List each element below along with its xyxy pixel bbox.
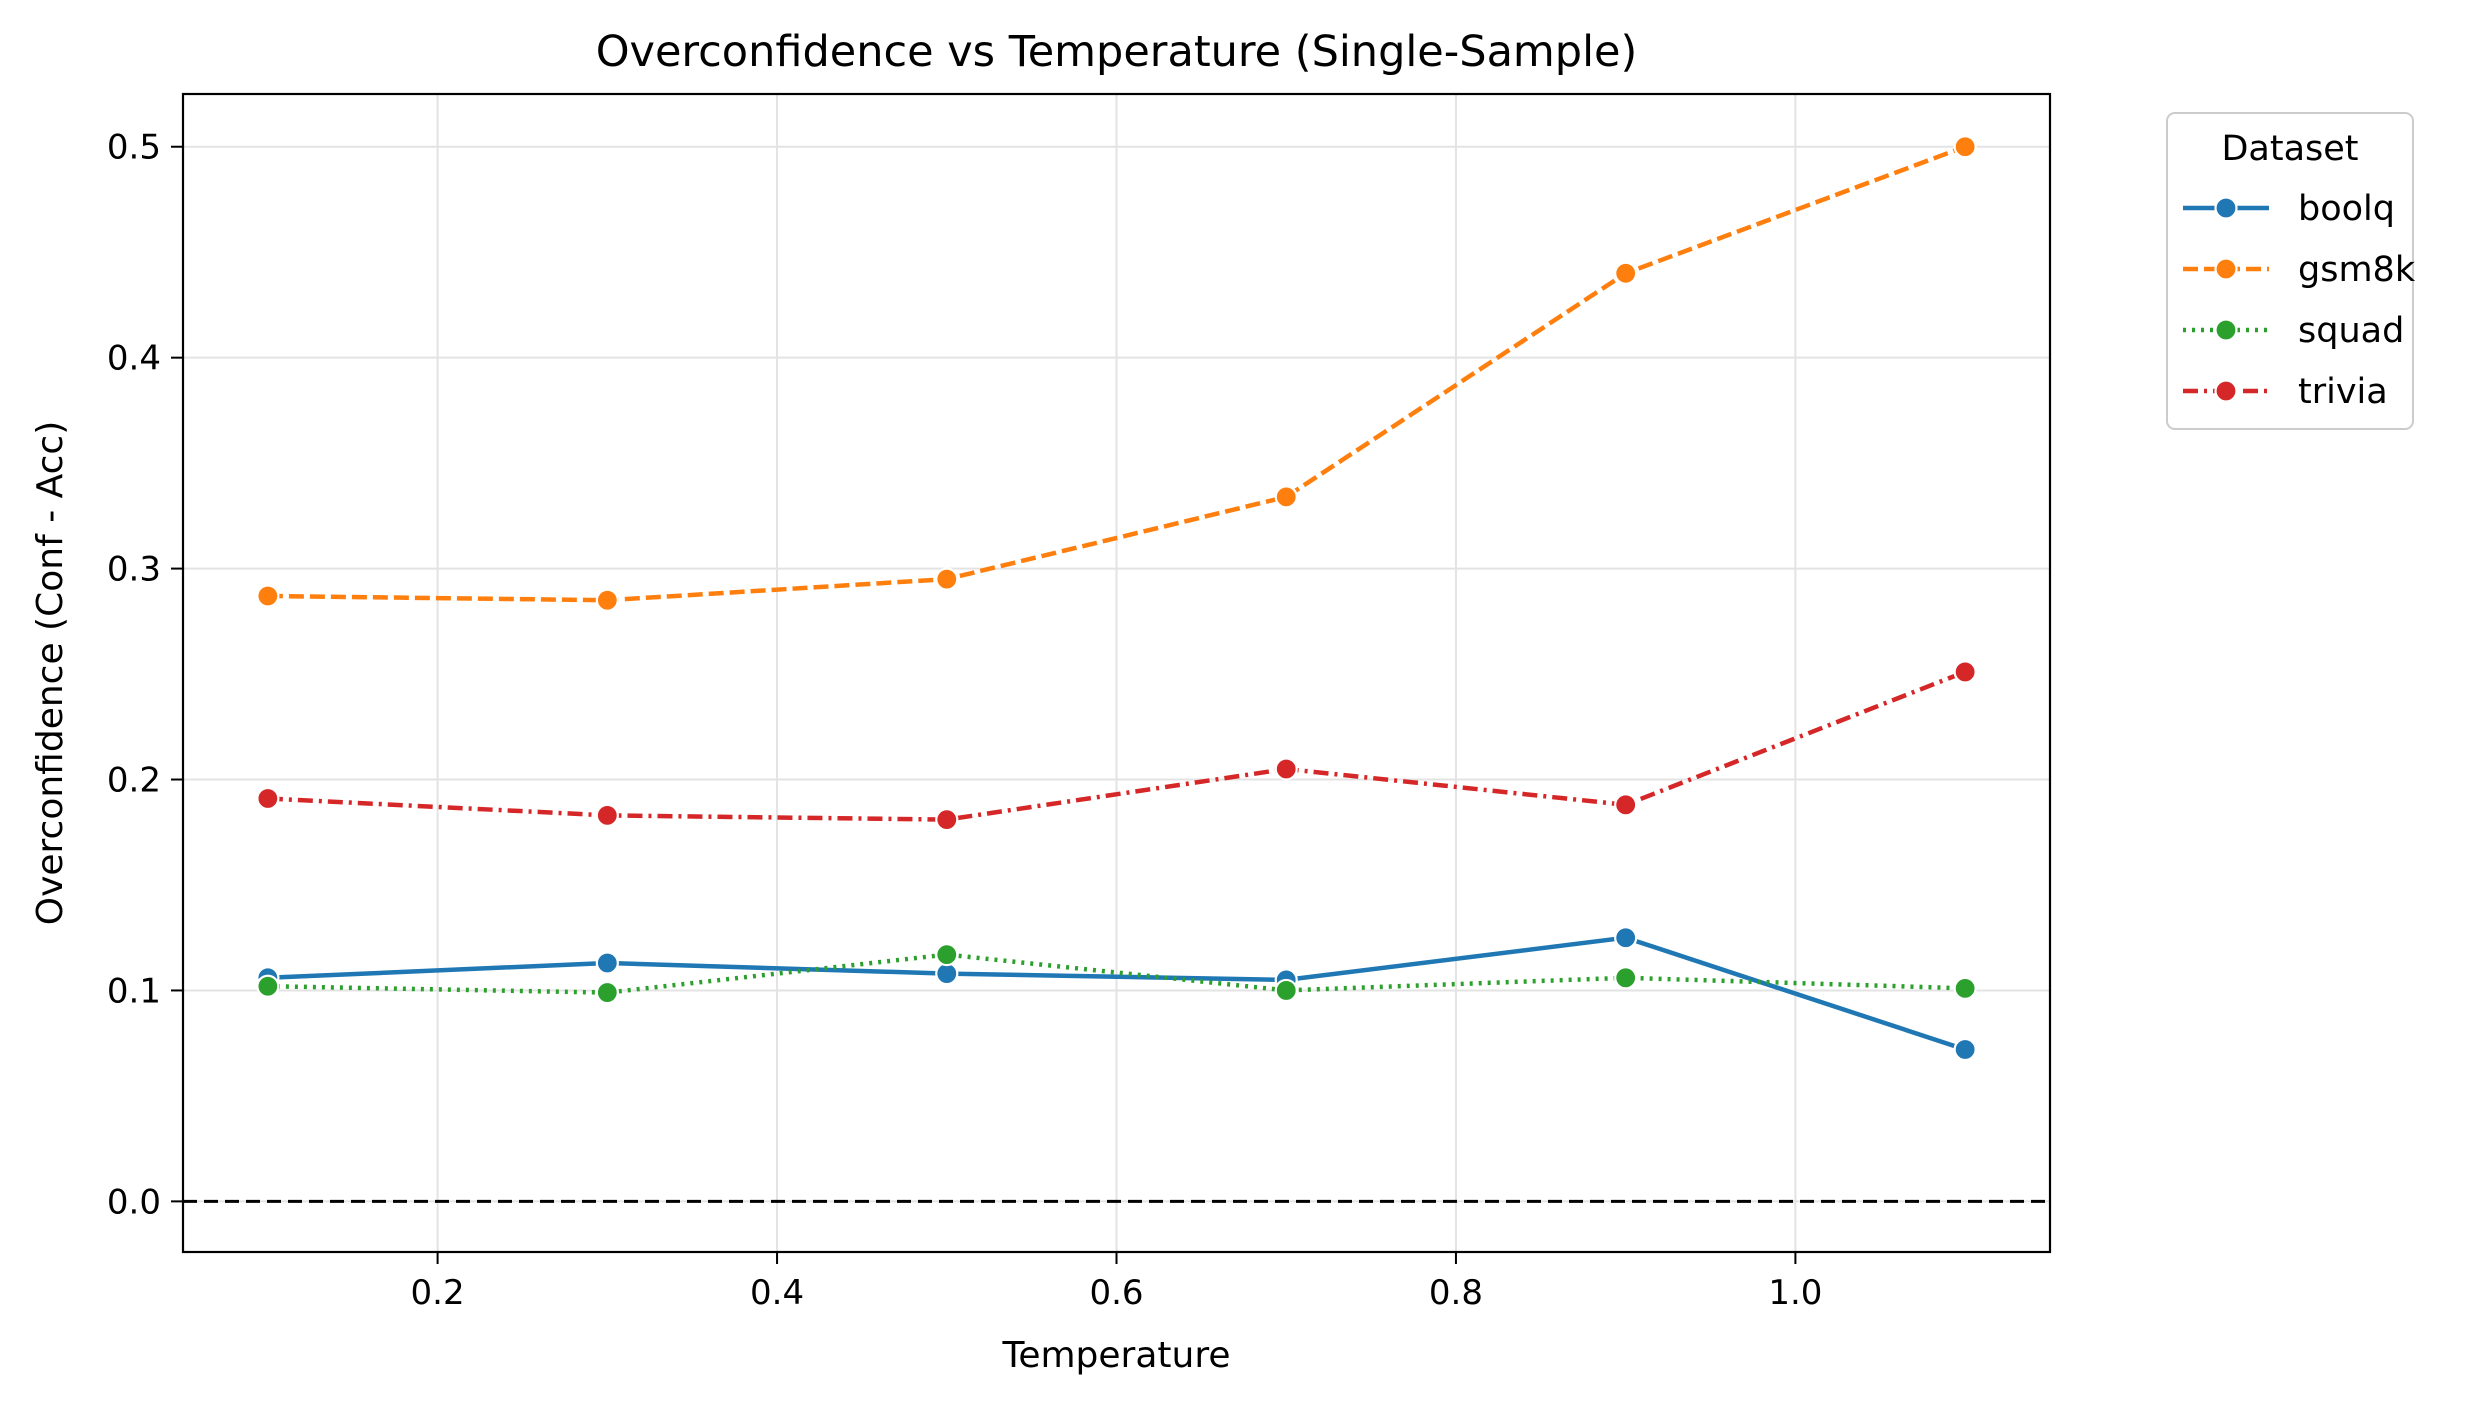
data-point-squad	[935, 942, 959, 967]
x-tick-label: 0.8	[1429, 1273, 1483, 1313]
data-point-trivia	[1614, 793, 1638, 817]
legend-box	[2166, 112, 2414, 430]
data-point-gsm8k	[1614, 261, 1638, 285]
legend-item-boolq: boolq	[2183, 189, 2395, 229]
data-point-boolq	[935, 961, 959, 986]
data-point-gsm8k	[1953, 135, 1977, 159]
legend-marker-trivia	[2214, 379, 2238, 403]
series-line-gsm8k	[267, 144, 1966, 603]
legend-label-gsm8k: gsm8k	[2298, 250, 2416, 290]
y-tick-label: 0.0	[107, 1182, 161, 1222]
data-point-squad	[1274, 978, 1298, 1003]
legend-marker-boolq	[2214, 196, 2238, 220]
data-point-trivia	[1953, 660, 1977, 684]
legend-marker-squad	[2214, 318, 2238, 342]
y-tick-label: 0.4	[107, 339, 161, 379]
y-tick-label: 0.5	[107, 128, 161, 168]
chart-title: Overconfidence vs Temperature (Single-Sa…	[596, 27, 1638, 77]
x-tick-label: 1.0	[1768, 1273, 1822, 1313]
x-tick-label: 0.6	[1089, 1273, 1143, 1313]
x-tick-label: 0.2	[411, 1273, 465, 1313]
y-tick-label: 0.3	[107, 550, 161, 590]
x-axis-label: Temperature	[1001, 1335, 1230, 1376]
data-point-boolq	[595, 951, 619, 975]
series-line-trivia	[267, 669, 1966, 822]
data-point-squad	[1614, 966, 1638, 990]
data-point-boolq	[1953, 1037, 1977, 1062]
legend-item-trivia: trivia	[2183, 372, 2388, 412]
y-tick-label: 0.2	[107, 761, 161, 801]
legend-title: Dataset	[2221, 129, 2358, 169]
data-point-squad	[595, 980, 619, 1005]
x-axis: 0.2 0.4 0.6 0.8 1.0	[411, 1252, 1822, 1313]
data-point-trivia	[1274, 757, 1298, 781]
data-point-squad	[256, 974, 280, 998]
data-point-gsm8k	[935, 567, 959, 591]
series-layer	[256, 135, 1977, 1062]
x-tick-label: 0.4	[750, 1273, 804, 1313]
data-point-boolq	[1614, 926, 1638, 950]
data-point-trivia	[256, 786, 280, 811]
y-tick-label: 0.1	[107, 971, 161, 1011]
series-gsm8k	[256, 135, 1977, 612]
series-squad	[256, 942, 1977, 1005]
y-axis: 0.0 0.1 0.2 0.3 0.4 0.5	[107, 128, 183, 1222]
series-trivia	[256, 660, 1977, 832]
legend-marker-gsm8k	[2214, 257, 2238, 281]
data-point-gsm8k	[256, 584, 280, 608]
legend-label-squad: squad	[2298, 311, 2404, 351]
legend-label-trivia: trivia	[2298, 372, 2388, 412]
data-point-squad	[1953, 976, 1977, 1000]
data-point-trivia	[595, 803, 619, 827]
legend: Dataset boolq gsm8k squad trivia	[2166, 112, 2416, 430]
data-point-gsm8k	[1274, 485, 1298, 509]
data-point-gsm8k	[595, 588, 619, 612]
legend-item-gsm8k: gsm8k	[2183, 250, 2416, 290]
series-line-boolq	[267, 935, 1966, 1052]
data-point-trivia	[935, 807, 959, 832]
y-axis-label: Overconfidence (Conf - Acc)	[30, 421, 71, 926]
legend-item-squad: squad	[2183, 311, 2404, 351]
legend-label-boolq: boolq	[2298, 189, 2395, 229]
